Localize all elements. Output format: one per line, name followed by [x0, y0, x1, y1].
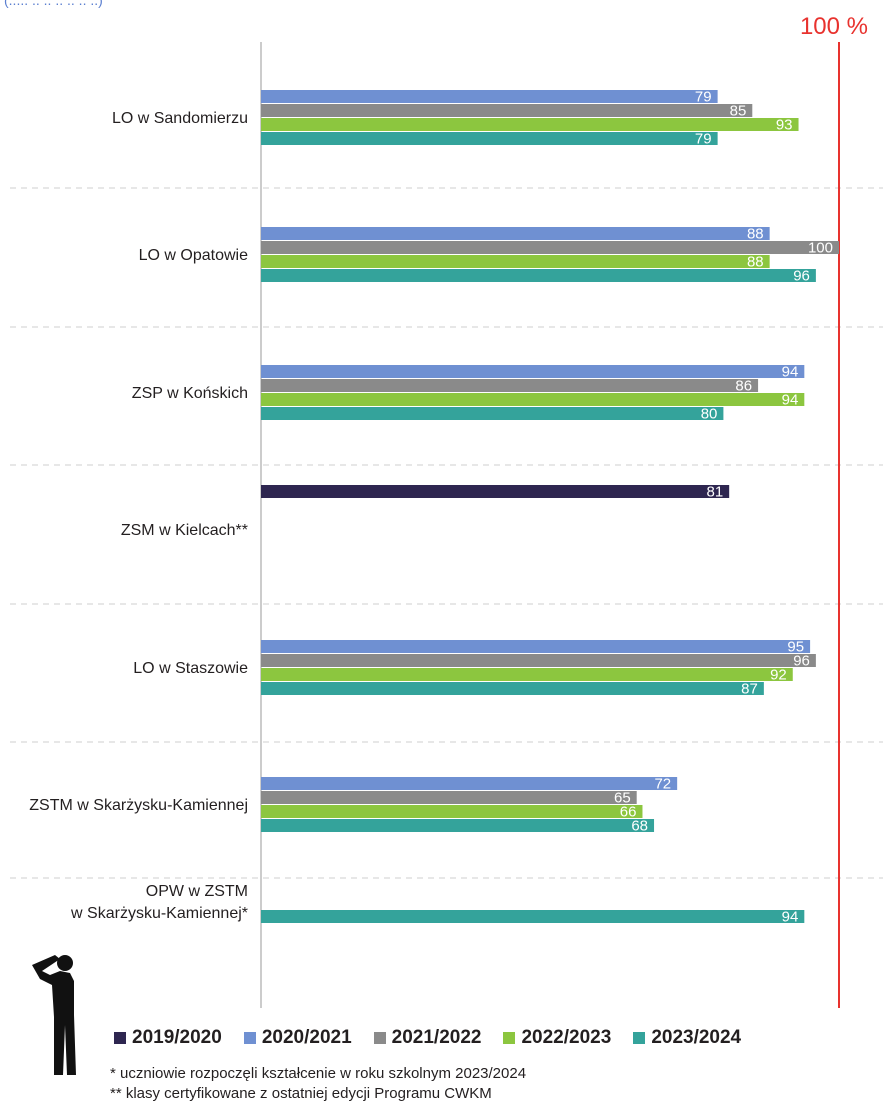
value-label: 96 — [793, 653, 810, 670]
value-label: 93 — [776, 117, 793, 134]
bar — [261, 819, 655, 832]
value-label: 100 — [808, 240, 833, 257]
value-label: 88 — [747, 254, 764, 271]
bar — [261, 132, 718, 145]
value-label: 92 — [770, 667, 787, 684]
legend-item-2020-2021: 2020/2021 — [243, 1027, 352, 1049]
bar — [261, 407, 724, 420]
bar — [261, 640, 811, 653]
value-label: 79 — [695, 131, 712, 148]
legend-item-2023-2024: 2023/2024 — [633, 1027, 741, 1049]
category-label: LO w Opatowie — [139, 247, 248, 264]
value-label: 94 — [782, 364, 799, 381]
category-label: ZSTM w Skarżysku-Kamiennej — [29, 797, 248, 814]
bar — [261, 777, 678, 790]
header-snippet: (..... .. .. .. .. .. ..) — [4, 0, 103, 8]
legend-swatch — [503, 1032, 516, 1044]
legend-swatch — [114, 1032, 126, 1044]
legend-swatch — [373, 1032, 386, 1044]
value-label: 88 — [747, 226, 764, 243]
value-label: 79 — [695, 89, 712, 106]
bar — [261, 255, 770, 268]
value-label: 95 — [787, 639, 804, 656]
value-label: 86 — [735, 378, 752, 395]
value-label: 85 — [730, 103, 747, 120]
category-label: ZSM w Kielcach** — [121, 522, 248, 539]
bar — [261, 104, 753, 117]
value-label: 80 — [701, 406, 718, 423]
bar — [261, 365, 805, 378]
legend-label: 2019/2020 — [132, 1027, 222, 1048]
legend-label: 2023/2024 — [651, 1027, 742, 1048]
legend-item-2019-2020: 2019/2020 — [114, 1027, 222, 1049]
saluting-soldier-silhouette-icon — [30, 945, 100, 1085]
bar — [261, 393, 805, 406]
bar — [261, 682, 764, 695]
value-label: 66 — [620, 804, 637, 821]
category-label: LO w Staszowie — [133, 660, 248, 677]
bar — [261, 910, 805, 923]
reference-line-label: 100 % — [800, 13, 868, 40]
legend-item-2022-2023: 2022/2023 — [503, 1027, 611, 1049]
category-label: w Skarżysku-Kamiennej* — [70, 905, 248, 922]
value-label: 72 — [654, 776, 671, 793]
category-label: ZSP w Końskich — [132, 385, 248, 402]
bar — [261, 485, 730, 498]
bar — [261, 241, 839, 254]
value-label: 94 — [782, 909, 799, 926]
legend-swatch — [633, 1032, 646, 1044]
footnote-2: ** klasy certyfikowane z ostatniej edycj… — [110, 1085, 492, 1102]
bar — [261, 379, 759, 392]
legend-label: 2021/2022 — [391, 1027, 482, 1048]
bar — [261, 227, 770, 240]
value-label: 65 — [614, 790, 631, 807]
bar — [261, 118, 799, 131]
bar — [261, 654, 816, 667]
legend-label: 2022/2023 — [521, 1027, 612, 1048]
category-label: OPW w ZSTM — [146, 883, 248, 900]
value-label: 96 — [793, 268, 810, 285]
value-label: 87 — [741, 681, 758, 698]
category-label: LO w Sandomierzu — [112, 110, 248, 127]
legend-swatch — [243, 1032, 256, 1044]
bar — [261, 90, 718, 103]
bar — [261, 791, 637, 804]
bar — [261, 805, 643, 818]
value-label: 68 — [631, 818, 648, 835]
footnotes: * uczniowie rozpoczęli kształcenie w rok… — [110, 1064, 526, 1104]
footnote-1: * uczniowie rozpoczęli kształcenie w rok… — [110, 1065, 527, 1082]
legend-label: 2020/2021 — [261, 1027, 352, 1048]
bar-chart: 100 % 79 85 93 79 LO w Sandomierzu 88 100 88 96 LO… — [10, 13, 883, 1008]
value-label: 94 — [782, 392, 799, 409]
bar — [261, 668, 793, 681]
value-label: 81 — [706, 484, 723, 501]
legend: 2019/2020 2020/2021 2021/2022 2022/2023 … — [114, 1027, 741, 1049]
bar — [261, 269, 816, 282]
legend-item-2021-2022: 2021/2022 — [373, 1027, 482, 1049]
